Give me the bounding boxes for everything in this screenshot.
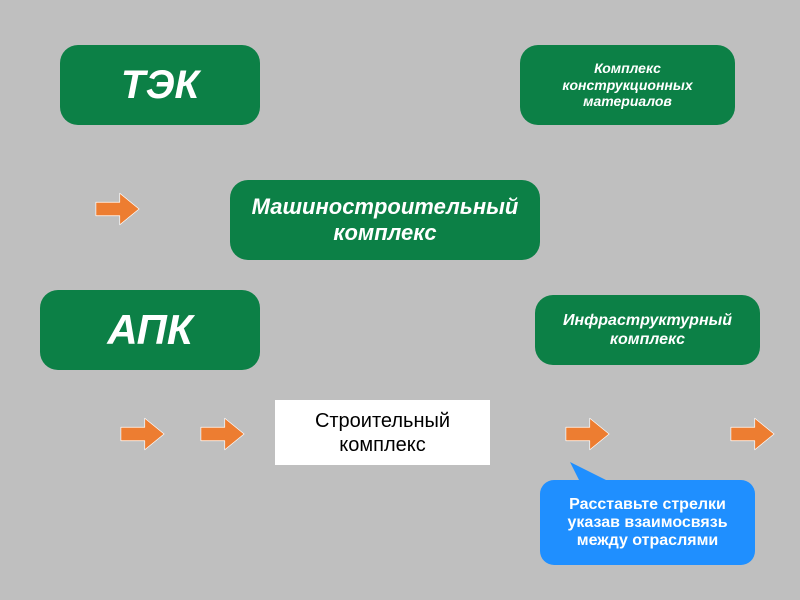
node-materials: Комплекс конструкционных материалов — [520, 45, 735, 125]
arrow-1 — [120, 415, 165, 453]
node-label-materials: Комплекс конструкционных материалов — [562, 60, 692, 110]
node-label-infra: Инфраструктурный комплекс — [563, 311, 732, 349]
node-construction: Строительный комплекс — [275, 400, 490, 465]
node-tek: ТЭК — [60, 45, 260, 125]
arrow-0 — [95, 190, 140, 228]
arrow-3 — [565, 415, 610, 453]
instruction-callout: Расставьте стрелки указав взаимосвязь ме… — [540, 480, 755, 565]
arrow-2 — [200, 415, 245, 453]
node-label-apk: АПК — [107, 305, 192, 355]
node-infra: Инфраструктурный комплекс — [535, 295, 760, 365]
node-apk: АПК — [40, 290, 260, 370]
node-machinery: Машиностроительный комплекс — [230, 180, 540, 260]
instruction-callout-label: Расставьте стрелки указав взаимосвязь ме… — [540, 480, 755, 565]
arrow-4 — [730, 415, 775, 453]
node-label-construction: Строительный комплекс — [315, 409, 450, 457]
node-label-tek: ТЭК — [121, 61, 199, 109]
node-label-machinery: Машиностроительный комплекс — [252, 194, 519, 247]
